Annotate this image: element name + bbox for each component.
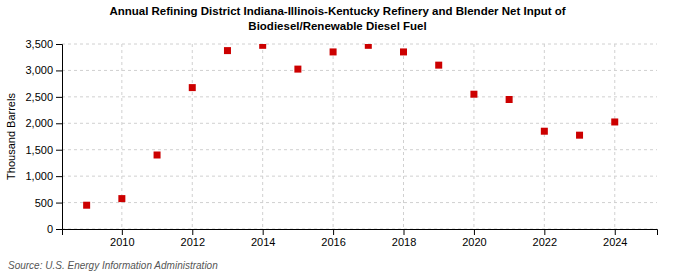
tick-label: 3,500 xyxy=(25,38,53,50)
point xyxy=(259,44,266,49)
grid-line xyxy=(262,44,263,229)
grid-line xyxy=(62,176,657,177)
tick: 2022 xyxy=(533,229,557,248)
y-axis: 0 500 1,000 1,500 2,000 2,500 3,000 3,500 xyxy=(25,38,62,235)
grid-line xyxy=(62,44,657,45)
tick-mark xyxy=(263,229,264,235)
tick-mark xyxy=(56,229,62,230)
tick: 1,000 xyxy=(25,170,62,182)
point xyxy=(611,118,618,125)
tick: 2010 xyxy=(110,229,134,248)
grid-line xyxy=(473,44,474,229)
tick: 500 xyxy=(35,197,62,209)
axis-line xyxy=(56,45,63,230)
grid-line xyxy=(62,149,657,150)
tick-label: 2022 xyxy=(533,236,557,248)
point xyxy=(83,202,90,209)
point xyxy=(224,47,231,54)
tick-mark xyxy=(56,150,62,151)
point xyxy=(154,152,161,159)
tick-label: 500 xyxy=(35,197,53,209)
tick-mark xyxy=(474,229,475,235)
tick-mark xyxy=(56,203,62,204)
title-line: Annual Refining District Indiana-Illinoi… xyxy=(109,5,565,17)
tick-mark xyxy=(56,97,62,98)
grid-line xyxy=(333,44,334,229)
tick: 3,000 xyxy=(25,64,62,76)
tick-label: 2010 xyxy=(110,236,134,248)
point xyxy=(294,66,301,73)
point xyxy=(400,48,407,55)
point xyxy=(365,44,372,49)
points xyxy=(83,44,618,209)
point xyxy=(189,84,196,91)
grid-line xyxy=(62,70,657,71)
tick-mark xyxy=(333,229,334,235)
annotation: Source: U.S. Energy Information Administ… xyxy=(8,260,218,271)
tick: 2016 xyxy=(321,229,345,248)
tick-label: 2024 xyxy=(603,236,627,248)
tick-mark xyxy=(404,229,405,235)
tick: 1,500 xyxy=(25,144,62,156)
tick-label: 2012 xyxy=(181,236,205,248)
tick: 2020 xyxy=(462,229,486,248)
tick-mark xyxy=(56,176,62,177)
grid xyxy=(62,44,657,229)
y-axis-title: Thousand Barrels xyxy=(5,93,17,180)
axis-line xyxy=(63,230,658,236)
tick-mark xyxy=(544,229,545,235)
tick: 2018 xyxy=(392,229,416,248)
point xyxy=(576,132,583,139)
plot: 2010 2012 2014 2016 2018 2020 2022 2024 0 500 1,00… xyxy=(25,38,657,248)
point xyxy=(118,195,125,202)
tick-label: 2016 xyxy=(321,236,345,248)
chart: 2010 2012 2014 2016 2018 2020 2022 2024 0 500 1,00… xyxy=(0,0,675,275)
tick-mark xyxy=(56,44,62,45)
point xyxy=(435,62,442,69)
tick-label: 1,500 xyxy=(25,144,53,156)
tick: 2,500 xyxy=(25,91,62,103)
tick-mark xyxy=(56,123,62,124)
grid-line xyxy=(62,202,657,203)
tick-label: 1,000 xyxy=(25,170,53,182)
grid-line xyxy=(614,44,615,229)
tick-label: 0 xyxy=(47,223,53,235)
tick-mark xyxy=(192,229,193,235)
tick-label: 2020 xyxy=(462,236,486,248)
tick-mark xyxy=(122,229,123,235)
title: Annual Refining District Indiana-Illinoi… xyxy=(109,5,565,32)
tick-mark xyxy=(615,229,616,235)
grid-line xyxy=(403,44,404,229)
tick: 3,500 xyxy=(25,38,62,50)
tick: 2024 xyxy=(603,229,627,248)
tick-label: 3,000 xyxy=(25,64,53,76)
tick-label: 2018 xyxy=(392,236,416,248)
tick: 2014 xyxy=(251,229,275,248)
grid-line xyxy=(544,44,545,229)
tick-label: 2014 xyxy=(251,236,275,248)
point xyxy=(330,48,337,55)
tick: 2,000 xyxy=(25,117,62,129)
x-axis: 2010 2012 2014 2016 2018 2020 2022 2024 xyxy=(63,229,658,248)
tick-mark xyxy=(56,70,62,71)
point xyxy=(541,128,548,135)
point xyxy=(506,96,513,103)
grid-line xyxy=(62,123,657,124)
tick-label: 2,500 xyxy=(25,91,53,103)
tick-label: 2,000 xyxy=(25,117,53,129)
grid-line xyxy=(192,44,193,229)
tick: 2012 xyxy=(181,229,205,248)
title-line: Biodiesel/Renewable Diesel Fuel xyxy=(248,20,426,32)
tick: 0 xyxy=(47,223,62,235)
point xyxy=(470,91,477,98)
grid-line xyxy=(62,96,657,97)
